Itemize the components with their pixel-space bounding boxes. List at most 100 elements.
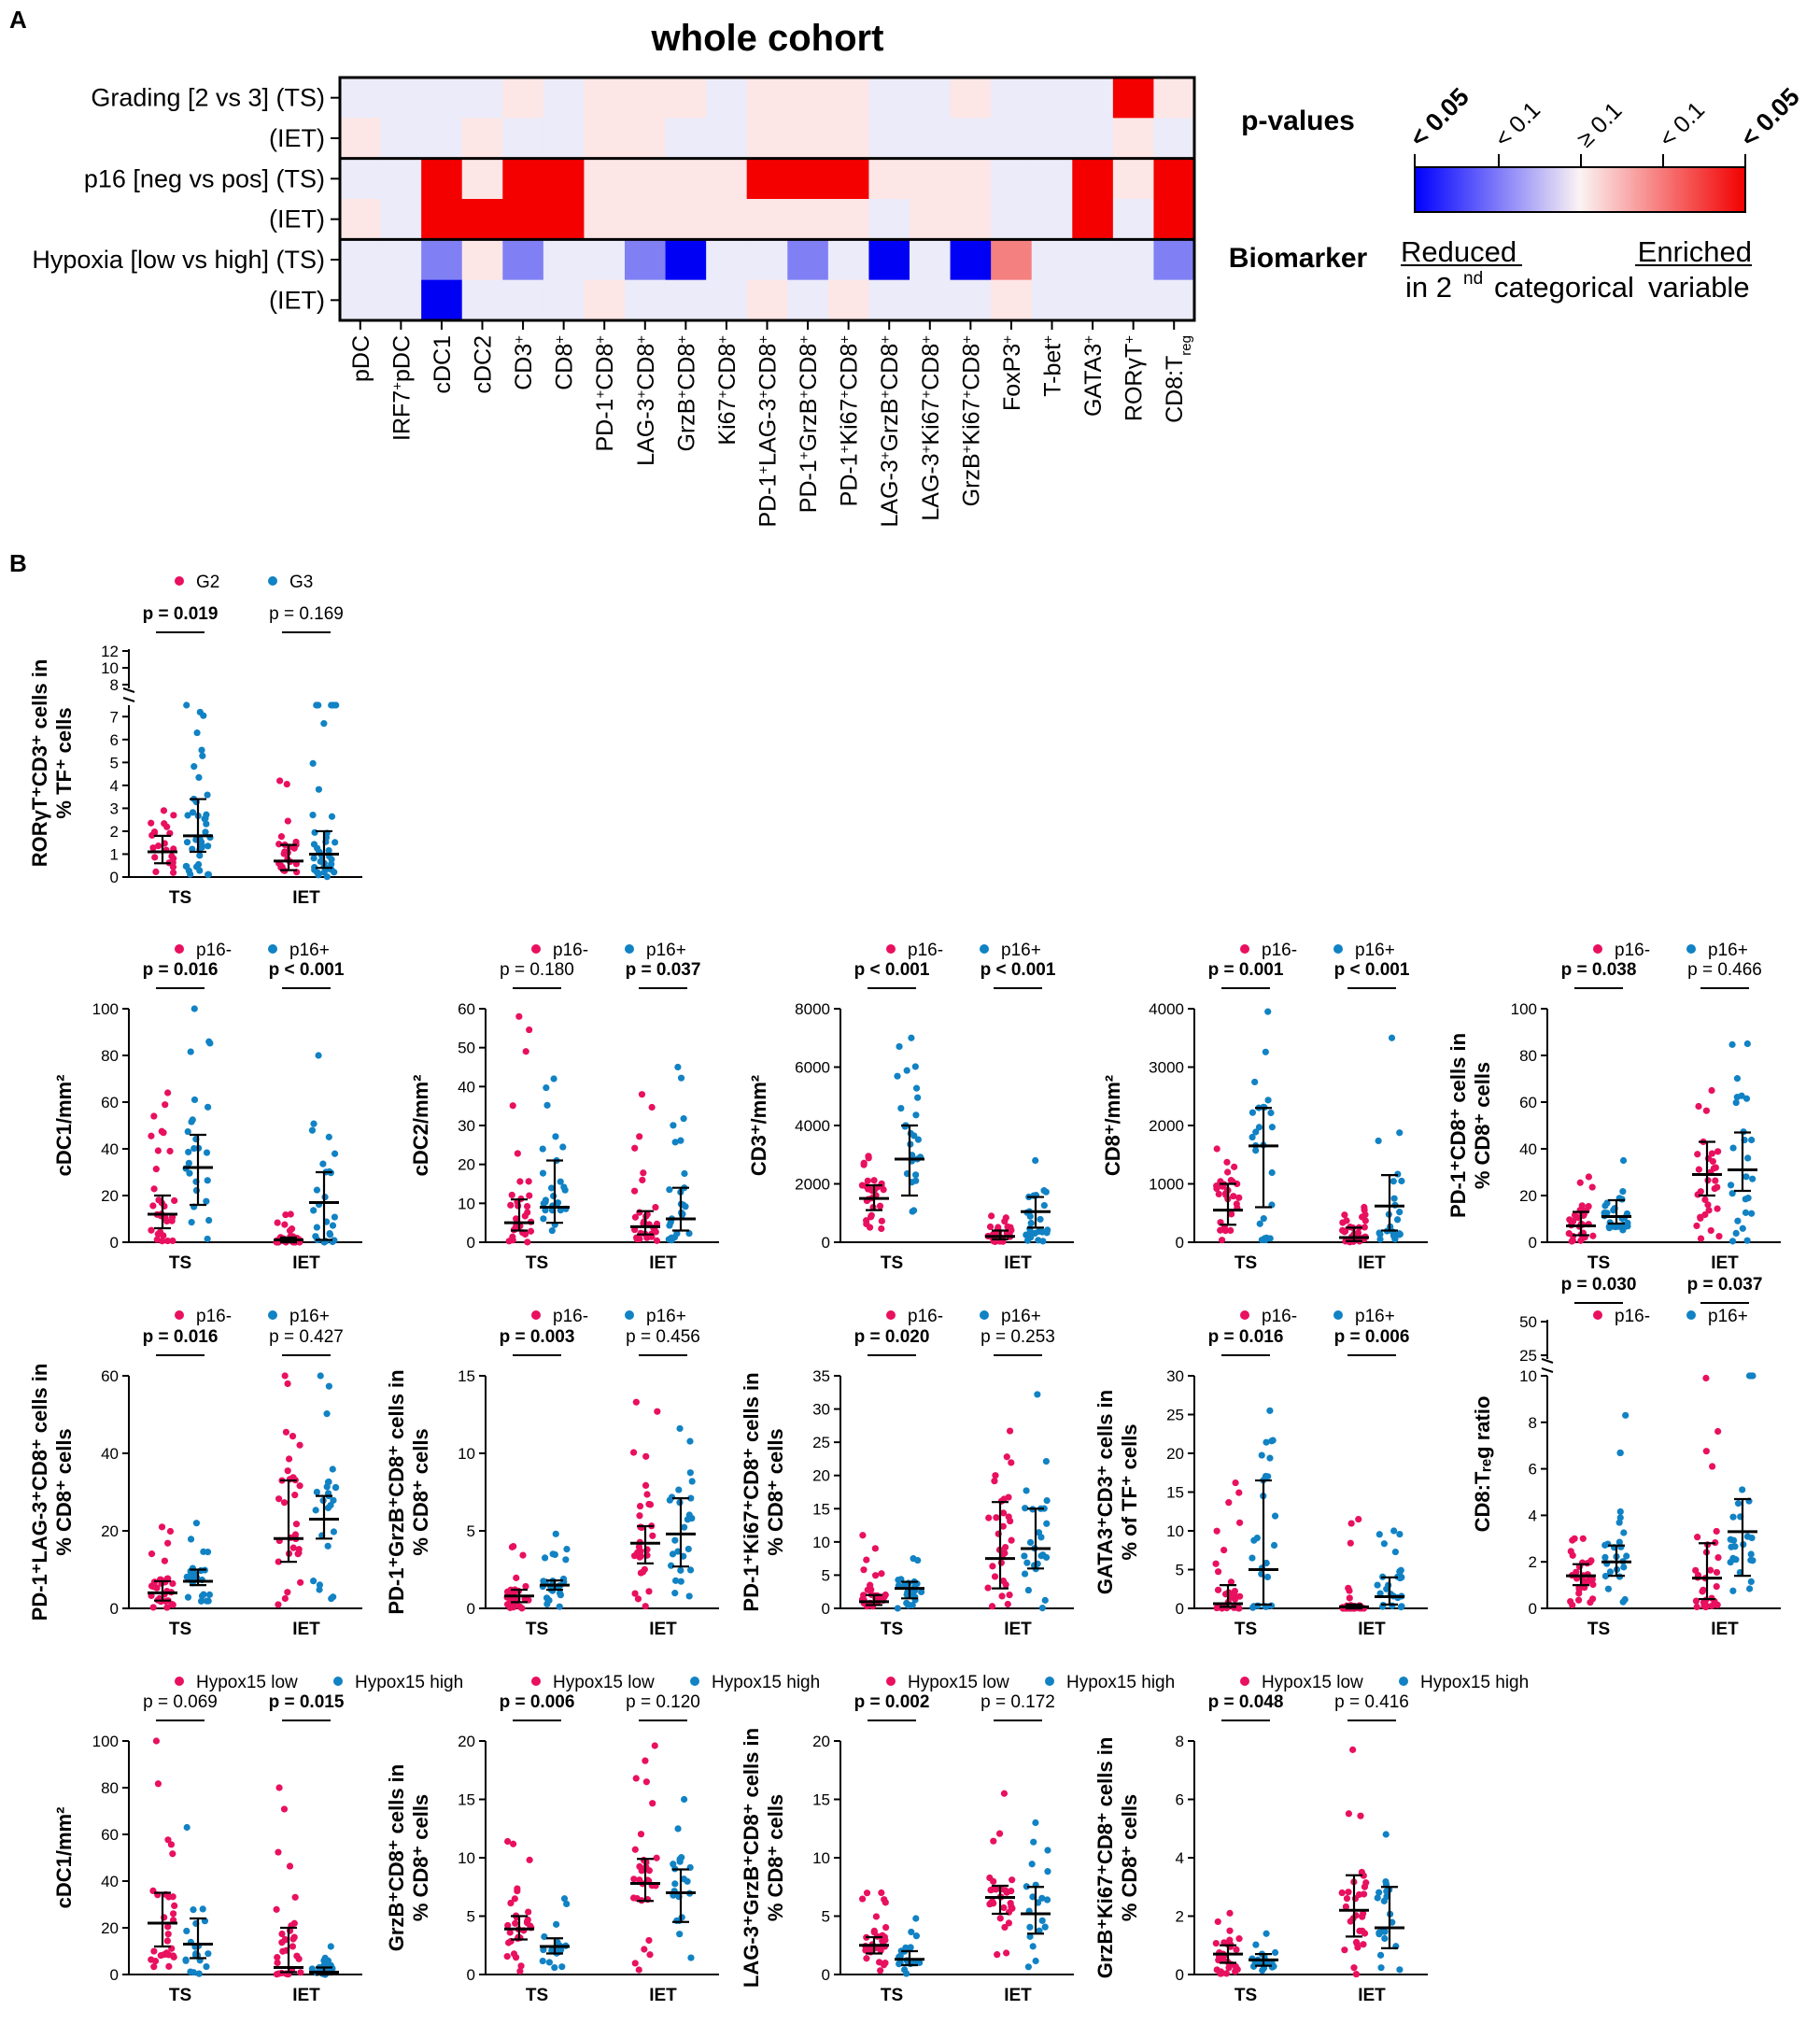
data-point [1008, 1459, 1015, 1466]
data-point [278, 1930, 286, 1938]
data-point [677, 1074, 685, 1082]
p-value-label: p = 0.456 [626, 1327, 700, 1347]
data-point [205, 1216, 213, 1224]
column-label-part: + [837, 445, 853, 453]
data-point [541, 1932, 548, 1941]
data-point [1249, 1109, 1257, 1116]
y-tick-label: 20 [101, 1919, 119, 1937]
data-point [1376, 1929, 1383, 1936]
data-point [1005, 1919, 1013, 1927]
y-tick-label: 0 [467, 1600, 475, 1618]
data-point [653, 1237, 661, 1244]
data-point [1376, 1889, 1383, 1896]
data-point [1747, 1372, 1755, 1380]
data-point [1601, 1553, 1609, 1562]
column-label-part: + [593, 390, 609, 399]
heatmap-cell [421, 78, 463, 119]
y-tick-label: 40 [101, 1140, 119, 1158]
data-point [169, 869, 177, 876]
heatmap-cell [543, 118, 585, 160]
y-tick-label: 60 [101, 1826, 119, 1844]
data-point [1355, 1515, 1362, 1523]
data-point [190, 763, 198, 771]
data-point [190, 1906, 197, 1914]
data-point [1747, 1550, 1755, 1558]
data-point [312, 1233, 319, 1240]
heatmap-cell [950, 239, 992, 281]
data-point [1043, 1896, 1051, 1904]
heatmap-cell [584, 158, 626, 200]
data-point [1708, 1602, 1715, 1609]
heatmap-cell [1153, 158, 1195, 200]
data-point [866, 1224, 874, 1231]
data-point [1360, 1910, 1367, 1918]
data-point [286, 1227, 294, 1235]
data-point [675, 1486, 683, 1493]
data-point [1361, 1224, 1368, 1231]
column-label-part: CD8 [877, 344, 903, 390]
data-point [1393, 1216, 1402, 1224]
data-point [1700, 1586, 1707, 1593]
data-point [183, 1573, 190, 1580]
data-point [989, 1563, 996, 1570]
data-point [1250, 1536, 1258, 1544]
legend-marker [980, 1310, 989, 1320]
data-point [1374, 1894, 1381, 1902]
data-point [284, 817, 291, 825]
column-label-part: + [918, 445, 934, 453]
p-value-label: p < 0.001 [981, 960, 1056, 980]
heatmap-cell [625, 78, 667, 119]
data-point [166, 1147, 174, 1155]
p-value-label: p < 0.001 [854, 960, 930, 980]
data-point [859, 1532, 867, 1539]
data-point [282, 1428, 289, 1436]
heatmap-cell [584, 199, 626, 240]
heatmap-cell [991, 158, 1033, 200]
legend-marker [1240, 1677, 1249, 1686]
data-point [195, 1970, 203, 1977]
data-point [204, 1177, 211, 1184]
y-tick-label: 10 [101, 659, 119, 677]
column-label-part: + [1040, 335, 1056, 344]
heatmap-cell [910, 158, 952, 200]
data-point [881, 1933, 888, 1941]
y-tick-label: 10 [812, 1534, 830, 1551]
data-point [1270, 1962, 1277, 1970]
column-label-part: CD8 [633, 344, 659, 390]
categorical-label: categorical [1494, 271, 1634, 304]
data-point [1023, 1883, 1030, 1890]
column-label-part: + [918, 335, 934, 344]
data-point [1256, 1220, 1263, 1227]
y-tick-label: 25 [1519, 1347, 1537, 1365]
data-point [148, 819, 155, 827]
data-point [204, 1549, 212, 1556]
y-tick-label: 50 [458, 1040, 475, 1057]
data-point [316, 1586, 323, 1593]
data-point [1620, 1564, 1628, 1571]
y-tick-label: 10 [458, 1195, 475, 1212]
data-point [871, 1545, 879, 1552]
data-point [1589, 1232, 1597, 1239]
data-point [205, 870, 212, 879]
data-point [507, 1201, 515, 1209]
data-point [674, 1825, 682, 1833]
data-point [327, 1943, 334, 1950]
heatmap-cell [543, 199, 585, 240]
y-tick-label: 0 [110, 869, 119, 886]
data-point [1263, 1930, 1270, 1937]
data-point [1729, 1144, 1737, 1152]
column-label-part: + [755, 390, 771, 399]
x-tick-label: IET [1004, 1986, 1032, 2005]
heatmap-column-label: CD8:Treg [1162, 335, 1194, 423]
data-point [1009, 1876, 1016, 1884]
data-point [1709, 1463, 1716, 1470]
data-point [314, 844, 321, 852]
data-point [1226, 1927, 1234, 1934]
data-point [989, 1898, 996, 1905]
data-point [330, 1528, 338, 1536]
data-point [1267, 1602, 1276, 1609]
data-point [1213, 1185, 1220, 1193]
data-point [1728, 1040, 1736, 1048]
data-point [185, 1148, 192, 1156]
data-point [903, 1970, 910, 1977]
